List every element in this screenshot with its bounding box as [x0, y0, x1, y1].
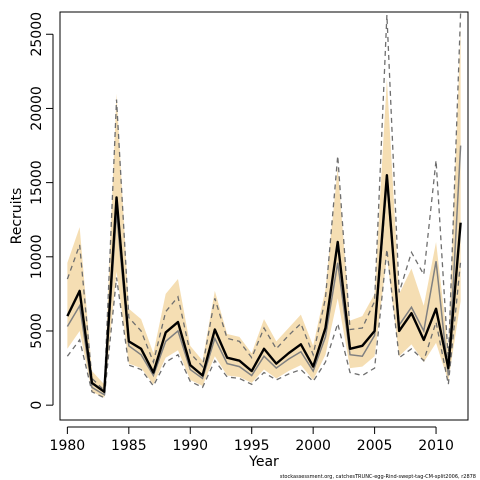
plot-frame [59, 11, 469, 421]
x-axis-title: Year [248, 454, 279, 470]
confidence-band [67, 26, 461, 398]
x-tick-label: 2000 [295, 438, 331, 454]
x-tick-label: 1990 [172, 438, 208, 454]
y-axis-title: Recruits [9, 188, 25, 245]
x-tick-label: 1980 [50, 438, 86, 454]
x-tick-label: 1985 [111, 438, 147, 454]
alternative-lower-line [66, 249, 462, 399]
y-tick-label: 5000 [29, 313, 45, 349]
y-tick-label: 25000 [29, 12, 45, 57]
y-tick-label: 15000 [29, 160, 45, 205]
y-tick-label: 0 [29, 401, 45, 410]
x-axis: 1980 1985 1990 1995 2000 2005 2010 [50, 426, 454, 454]
y-tick-label: 10000 [29, 235, 45, 280]
plot-area [66, 11, 462, 399]
y-tick-label: 20000 [29, 86, 45, 131]
x-tick-label: 2005 [357, 438, 393, 454]
estimate-line [66, 173, 462, 394]
y-axis: 0 5000 10000 15000 20000 25000 [29, 12, 54, 410]
alternative-upper-line [66, 11, 462, 392]
source-footnote: stockassessment.org, catchesTRUNC-egg-Ri… [280, 474, 476, 480]
x-tick-label: 2010 [418, 438, 454, 454]
x-tick-label: 1995 [234, 438, 270, 454]
